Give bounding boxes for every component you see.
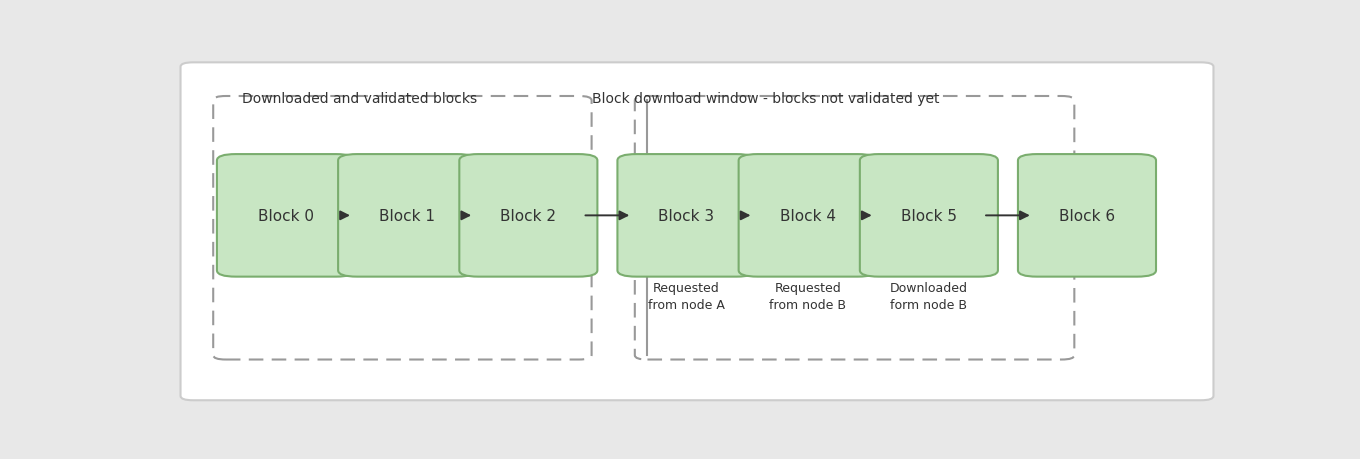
FancyBboxPatch shape [617,155,756,277]
Text: Block 1: Block 1 [379,208,435,224]
FancyBboxPatch shape [1017,155,1156,277]
FancyBboxPatch shape [738,155,877,277]
Text: Block 5: Block 5 [900,208,957,224]
FancyBboxPatch shape [181,63,1213,400]
Text: Downloaded
form node B: Downloaded form node B [889,281,968,311]
Text: Block 2: Block 2 [500,208,556,224]
FancyBboxPatch shape [860,155,998,277]
Text: Block 4: Block 4 [779,208,835,224]
Text: Block 6: Block 6 [1059,208,1115,224]
FancyBboxPatch shape [216,155,355,277]
Text: Block download window - blocks not validated yet: Block download window - blocks not valid… [592,92,940,106]
FancyBboxPatch shape [339,155,476,277]
Text: Block 0: Block 0 [258,208,314,224]
Text: Requested
from node B: Requested from node B [770,281,846,311]
Text: Block 3: Block 3 [658,208,714,224]
Text: Downloaded and validated blocks: Downloaded and validated blocks [242,92,477,106]
FancyBboxPatch shape [460,155,597,277]
Text: Requested
from node A: Requested from node A [647,281,725,311]
